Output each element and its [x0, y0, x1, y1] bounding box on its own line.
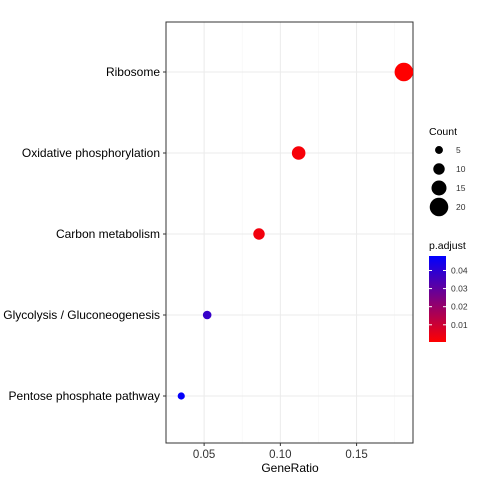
category-labels: Ribosome Oxidative phosphorylation Carbon …	[3, 65, 166, 403]
category-label: Carbon metabolism	[56, 227, 160, 241]
x-axis-ticks: 0.05 0.10 0.15	[193, 443, 368, 461]
category-label: Ribosome	[106, 65, 160, 79]
data-point	[394, 62, 414, 82]
count-legend-key	[433, 163, 445, 175]
p-adjust-legend: p.adjust 0.01 0.02 0.03 0.04	[429, 240, 468, 342]
count-legend-label: 20	[456, 202, 466, 212]
plot-panel	[165, 21, 414, 444]
count-legend-label: 15	[456, 183, 466, 193]
data-point	[253, 228, 265, 240]
count-legend-key	[429, 197, 449, 217]
count-legend-key	[435, 146, 443, 154]
p-adjust-label: 0.03	[451, 284, 468, 294]
data-points	[177, 62, 414, 400]
count-legend-title: Count	[429, 126, 457, 138]
category-label: Glycolysis / Gluconeogenesis	[3, 308, 160, 322]
count-legend: Count 5 10 15 20	[429, 126, 466, 217]
count-legend-key	[431, 180, 447, 196]
p-adjust-label: 0.01	[451, 320, 468, 330]
count-legend-label: 5	[456, 145, 461, 155]
x-tick-label: 0.10	[269, 449, 291, 461]
grid-lines	[165, 22, 413, 443]
p-adjust-legend-title: p.adjust	[429, 240, 466, 252]
p-adjust-label: 0.02	[451, 302, 468, 312]
p-adjust-label: 0.04	[451, 265, 468, 275]
x-tick-label: 0.05	[193, 449, 215, 461]
data-point	[177, 392, 185, 400]
x-axis-title: GeneRatio	[261, 461, 319, 475]
count-legend-label: 10	[456, 164, 466, 174]
category-label: Pentose phosphate pathway	[9, 389, 160, 403]
x-tick-label: 0.15	[345, 449, 367, 461]
data-point	[202, 310, 212, 320]
category-label: Oxidative phosphorylation	[22, 146, 160, 160]
p-adjust-colorbar	[429, 256, 446, 342]
data-point	[291, 146, 306, 160]
